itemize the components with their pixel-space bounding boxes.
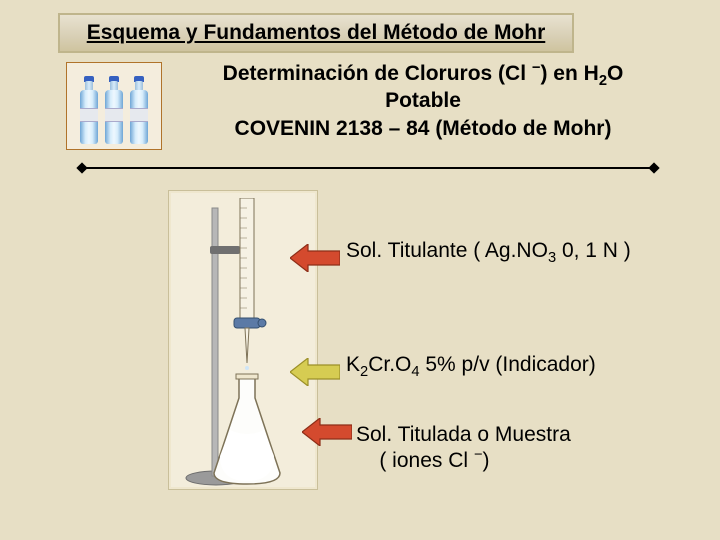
water-bottle-icon bbox=[128, 76, 150, 144]
label-titrant: Sol. Titulante ( Ag.NO3 0, 1 N ) bbox=[346, 238, 676, 264]
heading-line-3: COVENIN 2138 – 84 (Método de Mohr) bbox=[178, 115, 668, 142]
left-arrow-icon bbox=[290, 244, 340, 272]
arrow-indicator bbox=[290, 358, 340, 386]
left-arrow-icon bbox=[302, 418, 352, 446]
left-arrow-icon bbox=[290, 358, 340, 386]
titration-apparatus-icon bbox=[184, 198, 304, 488]
label-indicator: K2Cr.O4 5% p/v (Indicador) bbox=[346, 352, 676, 378]
arrow-sample bbox=[302, 418, 352, 446]
water-bottle-icon bbox=[78, 76, 100, 144]
title-box: Esquema y Fundamentos del Método de Mohr bbox=[58, 13, 574, 53]
section-divider bbox=[78, 164, 658, 172]
heading-line-2: Potable bbox=[178, 87, 668, 114]
diamond-endpoint-icon bbox=[648, 162, 659, 173]
water-bottle-icon bbox=[103, 76, 125, 144]
heading-line-1: Determinación de Cloruros (Cl −) en H2O bbox=[178, 60, 668, 87]
slide-root: Esquema y Fundamentos del Método de Mohr… bbox=[0, 0, 720, 540]
bottles-thumbnail bbox=[66, 62, 162, 150]
heading-block: Determinación de Cloruros (Cl −) en H2O … bbox=[178, 60, 668, 142]
title-text: Esquema y Fundamentos del Método de Mohr bbox=[87, 21, 546, 45]
label-sample: Sol. Titulada o Muestra ( iones Cl −) bbox=[356, 422, 686, 475]
arrow-titrant bbox=[290, 244, 340, 272]
divider-line bbox=[82, 167, 654, 169]
